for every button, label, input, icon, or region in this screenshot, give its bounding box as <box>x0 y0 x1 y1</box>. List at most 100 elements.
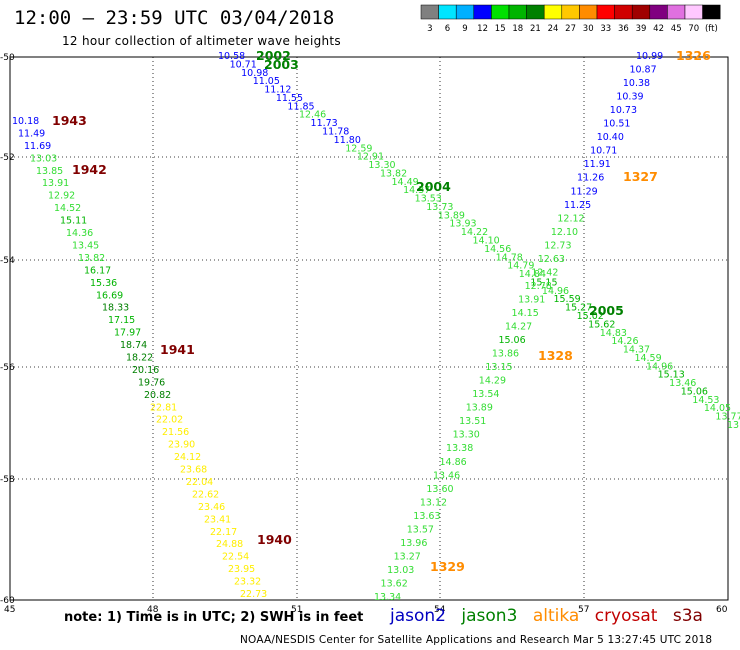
scale-label: 12 <box>477 24 488 34</box>
scale-swatch <box>649 4 668 20</box>
swh-value: 14.84 <box>519 269 546 280</box>
swh-value: 14.29 <box>479 376 506 387</box>
satellite-legend: jason2 jason3 altika cryosat s3a <box>390 606 713 626</box>
lon-tick-label: 45 <box>4 605 15 615</box>
swh-value: 14.26 <box>611 336 638 347</box>
lat-tick-label: -52 <box>0 153 15 163</box>
swh-value: 10.58 <box>218 51 245 62</box>
swh-value: 11.85 <box>287 101 314 112</box>
swh-value: 13.89 <box>438 210 465 221</box>
swh-value: 23.32 <box>234 577 261 588</box>
swh-value: 14.96 <box>542 286 569 297</box>
orbit-label: 1940 <box>257 532 292 547</box>
swh-value: 13.34 <box>374 592 401 603</box>
swh-value: 14.86 <box>440 457 467 468</box>
swh-value: 17.97 <box>114 328 141 339</box>
swh-value: 13.54 <box>472 389 499 400</box>
swh-value: 14.49 <box>392 177 419 188</box>
swh-value: 12.12 <box>557 213 584 224</box>
swh-value: 13.91 <box>518 294 545 305</box>
swh-value: 14.52 <box>54 203 81 214</box>
swh-value: 12.91 <box>357 152 384 163</box>
swh-value: 14.53 <box>692 395 719 406</box>
swh-value: 16.17 <box>84 265 111 276</box>
swh-value: 11.73 <box>311 118 338 129</box>
swh-value: 12.46 <box>299 110 326 121</box>
scale-label: (ft) <box>705 24 718 34</box>
scale-label: 6 <box>445 24 450 34</box>
swh-value: 13.63 <box>413 511 440 522</box>
swh-value: 14.22 <box>461 227 488 238</box>
swh-value: 16.69 <box>96 290 123 301</box>
swh-value: 14.36 <box>66 228 93 239</box>
swh-value: 11.69 <box>24 141 51 152</box>
swh-value: 19.76 <box>138 377 165 388</box>
scale-label: 30 <box>583 24 594 34</box>
satellite-cryosat: cryosat <box>594 606 658 626</box>
swh-value: 23.68 <box>180 465 207 476</box>
swh-value: 13.77 <box>715 412 740 423</box>
scale-label: 33 <box>600 24 611 34</box>
scale-swatch <box>684 4 703 20</box>
swh-value: 20.82 <box>144 390 171 401</box>
swh-value: 12.73 <box>544 240 571 251</box>
scale-label: 36 <box>618 24 629 34</box>
scale-label: 27 <box>565 24 576 34</box>
scale-swatch <box>420 4 439 20</box>
swh-value: 13.27 <box>394 551 421 562</box>
scale-label: 3 <box>427 24 432 34</box>
swh-value: 13.93 <box>449 219 476 230</box>
swh-value: 13.03 <box>30 153 57 164</box>
swh-value: 10.71 <box>590 146 617 157</box>
swh-value: 11.26 <box>577 173 604 184</box>
map-frame <box>9 56 729 601</box>
swh-value: 13.62 <box>381 578 408 589</box>
swh-value: 13.85 <box>36 166 63 177</box>
orbit-label: 1941 <box>160 342 195 357</box>
swh-value: 11.49 <box>18 128 45 139</box>
swh-value: 13.82 <box>78 253 105 264</box>
swh-value: 14.79 <box>507 261 534 272</box>
lon-tick-label: 57 <box>578 605 589 615</box>
swh-value: 13.73 <box>426 202 453 213</box>
swh-value: 11.12 <box>264 85 291 96</box>
swh-value: 15.62 <box>588 319 615 330</box>
swh-value: 23.95 <box>228 564 255 575</box>
swh-value: 22.17 <box>210 527 237 538</box>
scale-label: 24 <box>548 24 559 34</box>
scale-swatch <box>543 4 563 20</box>
swh-value: 13.89 <box>466 403 493 414</box>
swh-value: 11.05 <box>253 76 280 87</box>
swh-value: 10.39 <box>616 92 643 103</box>
swh-value: 10.18 <box>12 116 39 127</box>
scale-swatch <box>614 4 633 20</box>
swh-value: 14.10 <box>473 236 500 247</box>
scale-swatch <box>455 4 475 20</box>
scale-label: 9 <box>462 24 467 34</box>
swh-value: 13.15 <box>485 362 512 373</box>
scale-swatch <box>702 4 721 20</box>
swh-value: 15.02 <box>577 311 604 322</box>
swh-value: 11.78 <box>322 126 349 137</box>
swh-value: 22.81 <box>150 402 177 413</box>
swh-value: 11.55 <box>276 93 303 104</box>
satellite-s3a: s3a <box>672 606 703 626</box>
scale-swatch <box>596 4 615 20</box>
scale-label: 15 <box>495 24 506 34</box>
swh-value: 10.38 <box>623 78 650 89</box>
swh-value: 13.86 <box>492 349 519 360</box>
swh-value: 13.57 <box>407 524 434 535</box>
swh-value: 14.15 <box>512 308 539 319</box>
swh-value: 13.96 <box>400 538 427 549</box>
scale-swatch <box>631 4 651 20</box>
orbit-label: 2003 <box>264 57 299 72</box>
swh-value: 23.41 <box>204 514 231 525</box>
swh-value: 10.40 <box>597 132 624 143</box>
swh-value: 22.73 <box>240 589 267 600</box>
scale-label: 18 <box>512 24 523 34</box>
footer-credit: NOAA/NESDIS Center for Satellite Applica… <box>240 634 713 646</box>
swh-value: 18.74 <box>120 340 147 351</box>
orbit-label: 1942 <box>72 162 107 177</box>
